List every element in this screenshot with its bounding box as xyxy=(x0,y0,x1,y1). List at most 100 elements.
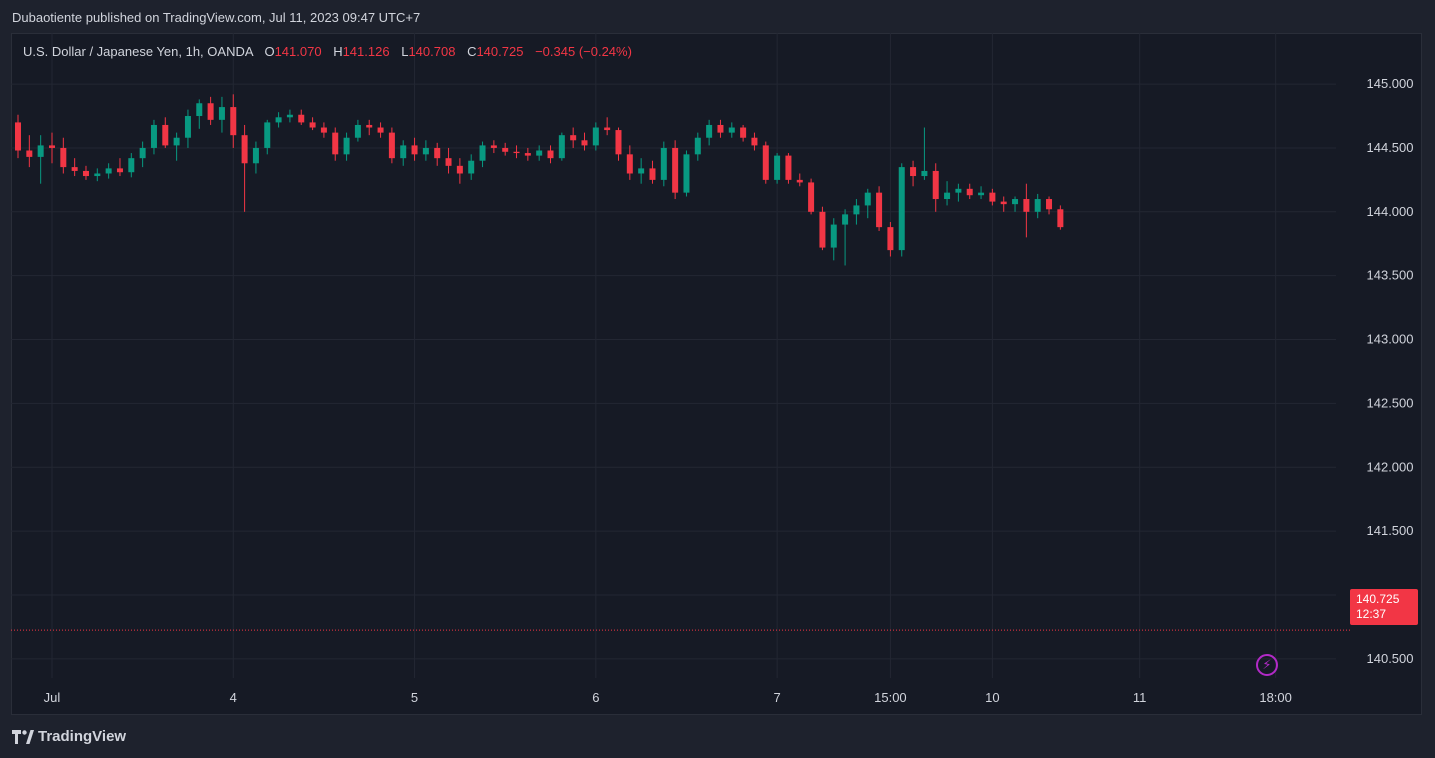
candle[interactable] xyxy=(989,188,996,206)
candle[interactable] xyxy=(615,127,622,161)
candle[interactable] xyxy=(502,142,509,156)
candle[interactable] xyxy=(808,178,815,215)
candle[interactable] xyxy=(377,122,384,138)
candle[interactable] xyxy=(819,206,826,251)
candle[interactable] xyxy=(116,158,123,177)
candle[interactable] xyxy=(706,119,713,146)
candle[interactable] xyxy=(785,153,792,184)
candle[interactable] xyxy=(434,142,441,166)
candle[interactable] xyxy=(196,99,203,129)
candle[interactable] xyxy=(332,127,339,161)
candle[interactable] xyxy=(626,145,633,180)
candle[interactable] xyxy=(944,181,951,206)
candle[interactable] xyxy=(853,199,860,225)
candle[interactable] xyxy=(955,183,962,202)
candle[interactable] xyxy=(876,186,883,231)
candle[interactable] xyxy=(479,141,486,168)
candle[interactable] xyxy=(547,145,554,164)
candle[interactable] xyxy=(388,127,395,164)
tradingview-logo[interactable]: TradingView xyxy=(12,728,126,745)
candle[interactable] xyxy=(252,141,259,174)
candle[interactable] xyxy=(26,135,33,168)
candle[interactable] xyxy=(366,119,373,136)
candle[interactable] xyxy=(71,158,78,177)
candle[interactable] xyxy=(173,132,180,161)
candle[interactable] xyxy=(241,124,248,212)
candle[interactable] xyxy=(218,96,225,133)
candle-body xyxy=(615,130,622,155)
candle[interactable] xyxy=(230,94,237,148)
candle[interactable] xyxy=(456,158,463,184)
candle[interactable] xyxy=(139,141,146,168)
candle[interactable] xyxy=(490,140,497,154)
candle[interactable] xyxy=(887,222,894,257)
candle[interactable] xyxy=(445,147,452,174)
candle[interactable] xyxy=(309,117,316,131)
candle[interactable] xyxy=(48,132,55,164)
tradingview-logo-icon xyxy=(12,729,34,744)
candle[interactable] xyxy=(468,154,475,180)
candle[interactable] xyxy=(354,119,361,142)
candle[interactable] xyxy=(37,135,44,184)
candle[interactable] xyxy=(1057,205,1064,230)
candle[interactable] xyxy=(128,153,135,178)
candle[interactable] xyxy=(411,137,418,161)
y-tick-label: 140.500 xyxy=(1367,651,1414,666)
candle[interactable] xyxy=(207,96,214,125)
candle[interactable] xyxy=(150,119,157,155)
candle[interactable] xyxy=(60,137,67,174)
candle[interactable] xyxy=(966,183,973,200)
candle[interactable] xyxy=(298,109,305,125)
candle[interactable] xyxy=(275,112,282,128)
candle[interactable] xyxy=(830,218,837,261)
candle[interactable] xyxy=(570,127,577,148)
lightning-bolt-icon[interactable]: ⚡ xyxy=(1256,654,1278,676)
candle[interactable] xyxy=(978,186,985,200)
candle[interactable] xyxy=(524,147,531,161)
candle[interactable] xyxy=(184,109,191,148)
candle[interactable] xyxy=(82,165,89,180)
candle[interactable] xyxy=(1046,196,1053,215)
candle[interactable] xyxy=(264,119,271,155)
candle[interactable] xyxy=(842,209,849,266)
candle[interactable] xyxy=(320,122,327,138)
candle[interactable] xyxy=(717,119,724,138)
candlestick-chart[interactable]: 145.000 144.500 144.000 143.500 143.000 142.5… xyxy=(11,33,1422,715)
candle[interactable] xyxy=(105,163,112,179)
candle[interactable] xyxy=(864,188,871,219)
candle[interactable] xyxy=(94,168,101,182)
candle[interactable] xyxy=(932,163,939,212)
candle[interactable] xyxy=(1012,196,1019,212)
candle[interactable] xyxy=(649,160,656,184)
candle[interactable] xyxy=(694,132,701,161)
candle[interactable] xyxy=(513,145,520,159)
candle[interactable] xyxy=(536,145,543,161)
candle[interactable] xyxy=(343,132,350,161)
candle[interactable] xyxy=(774,153,781,184)
candle[interactable] xyxy=(558,132,565,161)
candle[interactable] xyxy=(286,109,293,123)
candle[interactable] xyxy=(604,117,611,136)
candle[interactable] xyxy=(910,160,917,187)
candle[interactable] xyxy=(592,122,599,151)
candle[interactable] xyxy=(660,141,667,187)
candle[interactable] xyxy=(672,140,679,200)
candle[interactable] xyxy=(1034,193,1041,219)
candle[interactable] xyxy=(921,127,928,180)
candle[interactable] xyxy=(1000,196,1007,212)
candle[interactable] xyxy=(400,140,407,166)
candle[interactable] xyxy=(751,132,758,151)
candle[interactable] xyxy=(762,141,769,184)
candle[interactable] xyxy=(162,117,169,148)
candle[interactable] xyxy=(740,124,747,142)
x-tick-label: 15:00 xyxy=(874,690,907,705)
candle[interactable] xyxy=(638,158,645,184)
candle[interactable] xyxy=(898,163,905,257)
candle[interactable] xyxy=(422,140,429,161)
candle[interactable] xyxy=(728,122,735,138)
candle[interactable] xyxy=(683,150,690,197)
candle[interactable] xyxy=(1023,183,1030,238)
candle[interactable] xyxy=(15,114,21,159)
candle[interactable] xyxy=(796,173,803,187)
candle[interactable] xyxy=(581,132,588,151)
